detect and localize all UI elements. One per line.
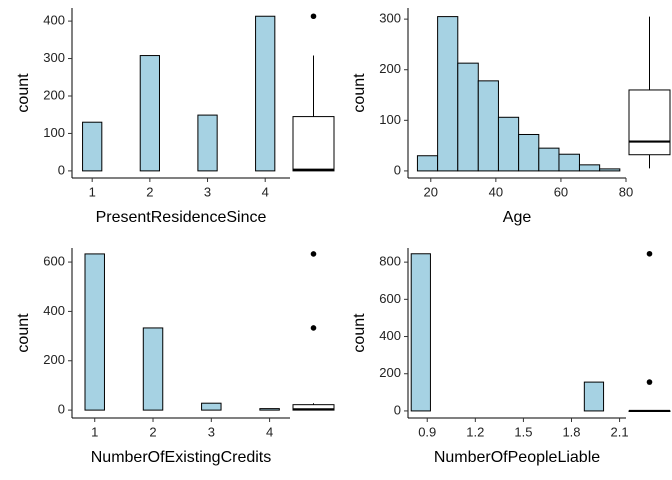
y-tick-label: 200 (379, 61, 401, 76)
outlier (310, 325, 317, 331)
y-tick-label: 400 (43, 303, 65, 318)
y-tick-label: 0 (394, 402, 401, 417)
y-tick-label: 600 (43, 254, 65, 269)
y-tick-label: 800 (379, 254, 401, 269)
bar (82, 121, 103, 172)
y-tick-label: 300 (379, 11, 401, 26)
x-tick-label: 2 (146, 184, 153, 199)
box (292, 116, 335, 172)
outlier (646, 250, 653, 257)
x-tick-label: 3 (208, 424, 215, 439)
box (628, 89, 671, 156)
y-tick-label: 0 (58, 402, 65, 417)
x-tick-label: 2.1 (611, 424, 629, 439)
x-tick-label: 60 (554, 184, 568, 199)
bar (599, 168, 621, 172)
bar (538, 147, 560, 172)
x-tick-label: 4 (266, 424, 273, 439)
x-axis-title: Age (503, 209, 532, 226)
y-tick-label: 100 (379, 112, 401, 127)
y-tick-label: 400 (379, 328, 401, 343)
y-axis-title: count (351, 313, 368, 353)
bar (410, 253, 431, 412)
x-tick-label: 0.9 (418, 424, 436, 439)
y-tick-label: 0 (58, 162, 65, 177)
bar (142, 327, 164, 411)
outlier (310, 251, 317, 257)
y-tick-label: 600 (379, 291, 401, 306)
panel: 0 200 400 600 800 0.9 1.2 1.5 1.8 2.1 NumberOfPeop… (351, 248, 671, 466)
bar (255, 15, 276, 172)
bar (201, 402, 222, 411)
x-tick-label: 2 (149, 424, 156, 439)
x-tick-label: 80 (619, 184, 633, 199)
bar (84, 253, 105, 411)
x-tick-label: 20 (424, 184, 438, 199)
bar (259, 408, 280, 411)
x-tick-label: 4 (262, 184, 269, 199)
y-tick-label: 300 (43, 50, 65, 65)
y-tick-label: 200 (379, 365, 401, 380)
y-tick-label: 400 (43, 13, 65, 28)
bar (139, 55, 160, 172)
bar (477, 80, 499, 172)
panel: 0 200 400 600 1 2 3 4 NumberOfExistingCredits cou… (15, 248, 335, 466)
panel: 0 100 200 300 400 1 2 3 4 PresentResidenceSince co… (15, 8, 335, 226)
bar (437, 16, 459, 172)
y-tick-label: 200 (43, 352, 65, 367)
bar (416, 155, 439, 172)
bar (583, 381, 605, 412)
x-tick-label: 1.2 (466, 424, 484, 439)
bar (558, 153, 580, 172)
bar (197, 114, 218, 172)
y-tick-label: 0 (394, 162, 401, 177)
panel: 0 100 200 300 20 40 60 80 Age count (351, 8, 671, 226)
x-tick-label: 40 (489, 184, 503, 199)
y-tick-label: 200 (43, 87, 65, 102)
x-tick-label: 1 (91, 424, 98, 439)
outlier (310, 13, 317, 20)
x-tick-label: 1 (89, 184, 96, 199)
x-tick-label: 3 (204, 184, 211, 199)
x-axis-title: PresentResidenceSince (96, 209, 267, 226)
y-axis-title: count (351, 73, 368, 113)
bar (578, 164, 601, 172)
x-axis-title: NumberOfExistingCredits (91, 449, 272, 466)
y-axis-title: count (15, 313, 32, 353)
y-tick-label: 100 (43, 125, 65, 140)
bar (457, 62, 479, 172)
outlier (646, 379, 653, 385)
x-tick-label: 1.8 (562, 424, 580, 439)
x-tick-label: 1.5 (514, 424, 532, 439)
y-axis-title: count (15, 73, 32, 113)
x-axis-title: NumberOfPeopleLiable (434, 449, 600, 466)
bar (518, 133, 540, 172)
bar (497, 116, 520, 172)
